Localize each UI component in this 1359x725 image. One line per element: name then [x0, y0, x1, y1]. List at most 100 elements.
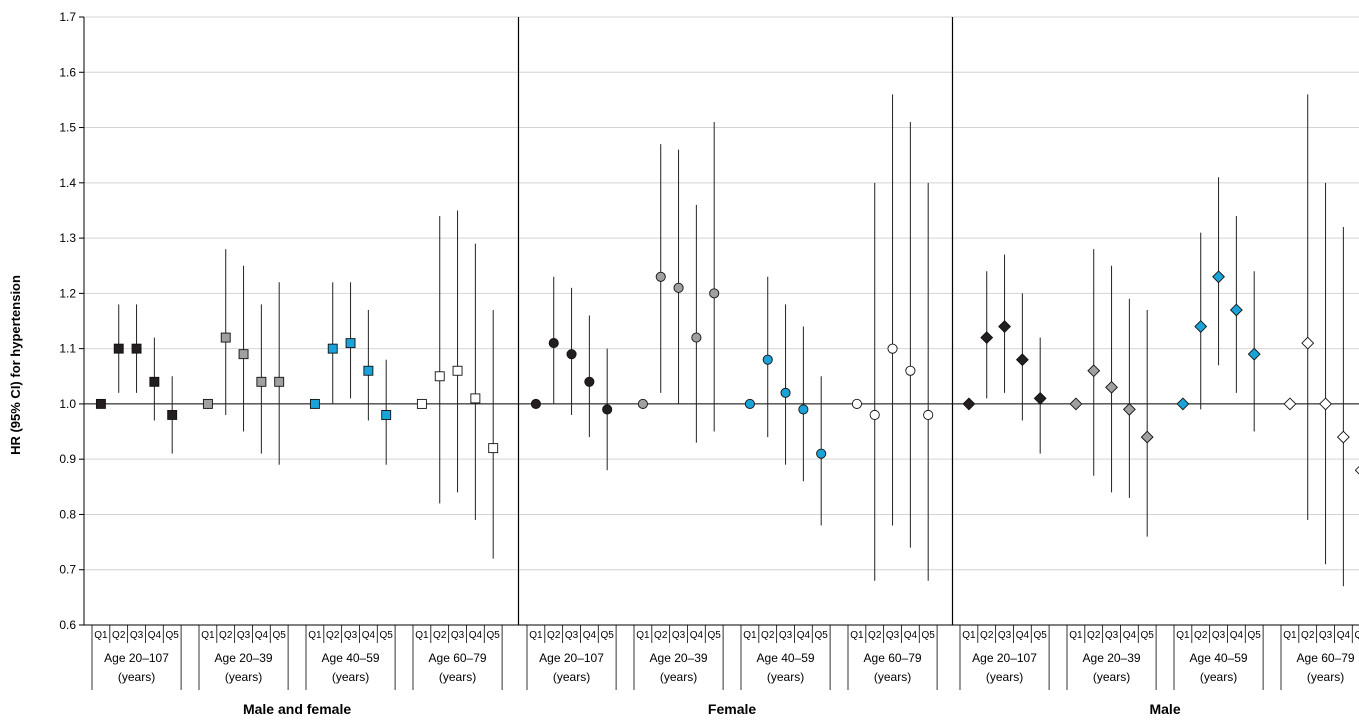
hr-point-square	[327, 343, 338, 354]
hr-point-diamond	[1283, 397, 1297, 411]
quintile-label: Q5	[1034, 630, 1048, 641]
quintile-label: Q4	[583, 630, 597, 641]
age-group-unit: (years)	[1200, 670, 1237, 684]
hr-point-square	[95, 398, 106, 409]
hr-point-circle	[851, 398, 862, 409]
hr-point-circle	[655, 271, 666, 282]
quintile-label: Q4	[797, 630, 811, 641]
age-group-label: Age 20–39	[650, 651, 708, 665]
quintile-label: Q2	[112, 630, 126, 641]
quintile-label: Q4	[469, 630, 483, 641]
quintile-label: Q3	[998, 630, 1012, 641]
hr-point-square	[345, 338, 356, 349]
hr-point-diamond	[1122, 402, 1136, 416]
quintile-label: Q1	[743, 630, 757, 641]
quintile-label: Q5	[922, 630, 936, 641]
quintile-label: Q2	[1087, 630, 1101, 641]
quintile-label: Q2	[868, 630, 882, 641]
hr-point-diamond	[1087, 364, 1101, 378]
quintile-label: Q2	[980, 630, 994, 641]
quintile-label: Q5	[815, 630, 829, 641]
quintile-label: Q1	[962, 630, 976, 641]
hr-point-circle	[780, 387, 791, 398]
hr-point-square	[220, 332, 231, 343]
quintile-label: Q3	[779, 630, 793, 641]
hr-point-square	[167, 410, 178, 420]
age-group-unit: (years)	[660, 670, 697, 684]
quintile-label: Q4	[1230, 630, 1244, 641]
hr-point-circle	[762, 354, 773, 365]
panel-label: Male	[1149, 701, 1180, 717]
quintile-label: Q3	[344, 630, 358, 641]
quintile-label: Q3	[1319, 630, 1333, 641]
age-group-label: Age 60–79	[1297, 651, 1355, 665]
y-tick-label: 1.5	[59, 121, 76, 135]
quintile-label: Q5	[1355, 630, 1359, 641]
quintile-label: Q4	[904, 630, 918, 641]
quintile-label: Q2	[326, 630, 340, 641]
age-group-label: Age 40–59	[322, 651, 380, 665]
hr-point-circle	[530, 398, 541, 409]
age-group-label: Age 20–107	[104, 651, 169, 665]
hr-point-diamond	[1354, 465, 1359, 475]
hr-point-diamond	[1247, 347, 1261, 361]
age-group-unit: (years)	[767, 670, 804, 684]
quintile-label: Q5	[708, 630, 722, 641]
hr-point-diamond	[1176, 397, 1190, 411]
quintile-label: Q2	[219, 630, 233, 641]
quintile-label: Q1	[1176, 630, 1190, 641]
hr-point-circle	[816, 448, 827, 459]
age-group-unit: (years)	[332, 670, 369, 684]
age-group-unit: (years)	[553, 670, 590, 684]
hr-point-circle	[584, 376, 595, 387]
quintile-label: Q4	[255, 630, 269, 641]
quintile-label: Q1	[636, 630, 650, 641]
hr-point-square	[416, 398, 427, 409]
quintile-label: Q4	[148, 630, 162, 641]
y-tick-label: 1.1	[59, 342, 76, 356]
hr-point-circle	[548, 338, 559, 349]
hr-point-square	[149, 376, 160, 387]
hr-point-diamond	[1229, 303, 1243, 317]
marks-layer	[95, 94, 1359, 587]
quintile-label: Q5	[273, 630, 287, 641]
quintile-label: Q2	[654, 630, 668, 641]
hr-point-square	[256, 376, 267, 387]
hr-point-diamond	[1140, 430, 1154, 444]
quintile-label: Q5	[487, 630, 501, 641]
hr-point-diamond	[980, 331, 994, 345]
y-tick-label: 1.2	[59, 286, 76, 300]
age-group-unit: (years)	[874, 670, 911, 684]
hr-point-circle	[887, 343, 898, 354]
quintile-label: Q1	[1069, 630, 1083, 641]
age-group-label: Age 20–39	[215, 651, 273, 665]
quintile-label: Q1	[415, 630, 429, 641]
hr-point-diamond	[962, 397, 976, 411]
quintile-label: Q2	[1301, 630, 1315, 641]
hr-point-square	[274, 376, 285, 387]
quintile-label: Q3	[1212, 630, 1226, 641]
y-tick-label: 1.0	[59, 397, 76, 411]
y-tick-label: 1.7	[59, 10, 76, 24]
hr-point-circle	[798, 404, 809, 415]
hr-point-circle	[637, 398, 648, 409]
hr-point-square	[131, 343, 142, 354]
quintile-label: Q5	[166, 630, 180, 641]
panel-label: Female	[708, 701, 756, 717]
hr-point-circle	[602, 404, 613, 415]
quintile-label: Q5	[380, 630, 394, 641]
hr-point-square	[363, 365, 374, 376]
y-tick-label: 0.7	[59, 563, 76, 577]
age-group-label: Age 20–107	[972, 651, 1037, 665]
hr-point-square	[381, 410, 392, 420]
hr-point-square	[113, 343, 124, 354]
y-tick-label: 0.6	[59, 618, 76, 632]
hr-point-diamond	[1336, 430, 1350, 444]
hr-point-circle	[905, 365, 916, 376]
age-group-unit: (years)	[1093, 670, 1130, 684]
hr-point-square	[202, 398, 213, 409]
hr-point-square	[488, 443, 499, 454]
age-group-label: Age 20–107	[539, 651, 604, 665]
